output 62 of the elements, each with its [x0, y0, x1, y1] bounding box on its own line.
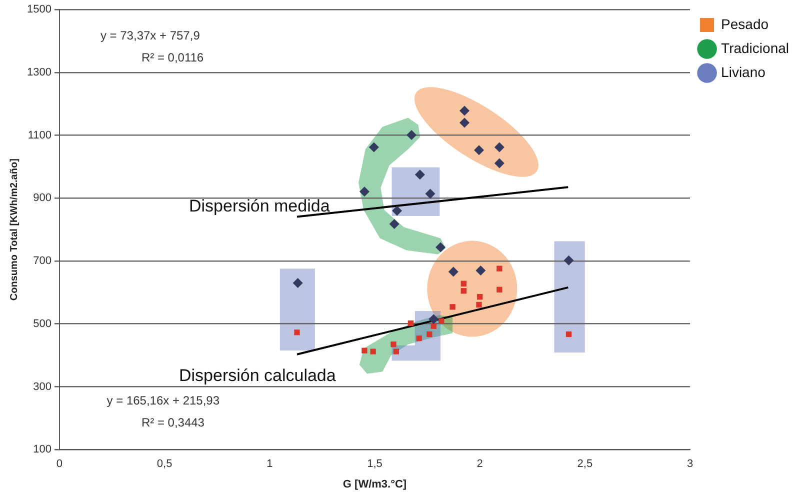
point	[359, 186, 370, 197]
point	[426, 331, 432, 338]
point	[460, 118, 470, 128]
point	[294, 330, 300, 336]
y-tick-label: 900	[33, 192, 52, 204]
x-tick-label: 2	[476, 458, 483, 470]
series-label: Dispersión calculada	[178, 366, 336, 386]
point	[494, 142, 504, 152]
y-tick-label: 1500	[26, 4, 52, 16]
point	[496, 266, 502, 272]
x-tick-label: 0	[56, 458, 63, 470]
y-tick-label: 500	[33, 318, 52, 330]
x-axis-title: G [W/m3.°C]	[342, 478, 407, 490]
legend-label: Liviano	[721, 64, 766, 80]
point	[389, 218, 400, 229]
point	[438, 318, 444, 324]
point	[370, 348, 376, 354]
x-tick-label: 2,5	[577, 458, 593, 470]
point	[476, 302, 482, 308]
point	[425, 188, 436, 199]
y-tick-label: 1100	[28, 129, 52, 142]
x-tick-label: 1,5	[367, 458, 382, 470]
point	[460, 280, 466, 286]
point	[477, 294, 483, 300]
y-axis-title: Consumo Total [KWh/m2.año]	[8, 158, 20, 301]
point	[390, 341, 396, 348]
y-tick-label: 700	[33, 255, 52, 268]
point	[564, 255, 574, 266]
point	[406, 130, 417, 140]
point	[450, 304, 456, 310]
y-tick-label: 300	[33, 380, 52, 393]
y-tick-label: 1300	[26, 66, 52, 78]
point	[430, 323, 436, 329]
point	[436, 242, 446, 252]
annotation: R² = 0,3443	[141, 416, 205, 430]
point	[494, 158, 504, 168]
y-tick-label: 100	[33, 444, 52, 456]
x-tick-label: 0,5	[156, 458, 172, 470]
point	[414, 170, 425, 180]
legend-label: Pesado	[721, 16, 769, 32]
x-tick-label: 1	[266, 458, 273, 470]
point	[460, 106, 470, 116]
point	[474, 145, 484, 156]
x-tick-label: 3	[686, 458, 694, 470]
annotation: y = 165,16x + 215,93	[106, 394, 220, 408]
annotation: y = 73,37x + 757,9	[100, 28, 200, 42]
point	[362, 348, 368, 354]
point	[416, 336, 422, 342]
point	[448, 266, 458, 277]
point	[460, 288, 466, 294]
point	[476, 265, 486, 276]
point	[292, 278, 303, 288]
legend-label: Tradicional	[721, 40, 790, 56]
point	[368, 142, 379, 152]
annotation: R² = 0,0116	[141, 50, 204, 64]
point	[428, 314, 439, 324]
point	[392, 206, 402, 216]
point	[496, 286, 502, 292]
point	[566, 331, 572, 338]
point	[408, 320, 414, 326]
series-label: Dispersión medida	[188, 196, 330, 216]
point	[393, 348, 400, 354]
